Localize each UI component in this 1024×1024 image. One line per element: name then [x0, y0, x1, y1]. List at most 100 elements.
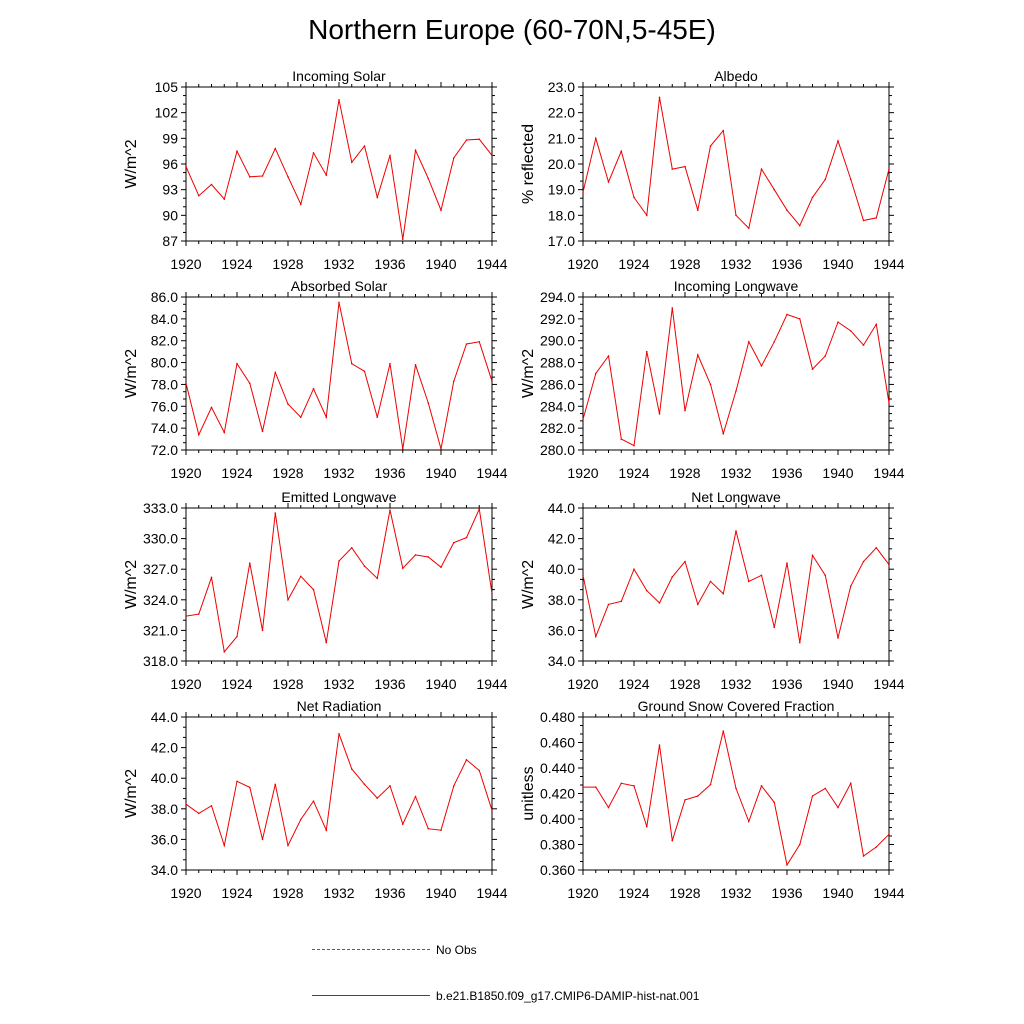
- panel-1-data-point: [491, 154, 493, 157]
- panel-5-xtick-label: 1928: [272, 676, 303, 692]
- panel-4-data-point: [824, 355, 827, 357]
- panel-4-data-point: [696, 354, 699, 356]
- panel-8-data-point: [696, 795, 699, 797]
- panel-6-data-point: [684, 560, 686, 563]
- panel-8-title: Ground Snow Covered Fraction: [638, 698, 835, 714]
- panel-5-data-point: [389, 509, 391, 511]
- panel-8-data-point: [862, 855, 865, 857]
- panel-5-data-point: [287, 599, 289, 601]
- panel-2-xtick-label: 1920: [567, 256, 598, 272]
- panel-1-data-point: [185, 165, 187, 168]
- panel-5-ytick-label: 318.0: [143, 653, 178, 669]
- panel-6-data-point: [888, 563, 890, 566]
- panel-3-data-point: [376, 416, 379, 419]
- panel-1-data-point: [478, 138, 481, 140]
- panel-8-ytick-label: 0.480: [540, 709, 575, 725]
- panel-7-xtick-label: 1932: [323, 885, 354, 901]
- panel-6-data-point: [798, 641, 801, 644]
- panel-6-data-point: [709, 580, 712, 583]
- panel-7-data-point: [376, 797, 379, 799]
- panel-5-ylabel: W/m^2: [123, 560, 140, 609]
- panel-8-ytick-label: 0.360: [540, 862, 575, 878]
- panel-7-data-point: [440, 829, 442, 832]
- panel-7-data-point: [287, 844, 289, 847]
- panel-6-xtick-label: 1920: [567, 676, 598, 692]
- panel-7-data-point: [363, 783, 366, 786]
- panel-2-data-point: [824, 178, 827, 181]
- panel-3-xtick-label: 1932: [323, 465, 354, 481]
- panel-5-data-point: [185, 615, 187, 617]
- panel-4-data-point: [747, 341, 750, 343]
- panel-7-data-point: [491, 809, 493, 812]
- panel-1-data-point: [363, 145, 366, 147]
- panel-4-title: Incoming Longwave: [674, 278, 799, 294]
- panel-1-data-point: [197, 194, 200, 197]
- panel-6-ytick-label: 44.0: [548, 500, 575, 516]
- panel-4-data-point: [594, 372, 597, 375]
- panel-3-data-point: [491, 380, 493, 382]
- panel-1-ytick-label: 102: [155, 105, 179, 121]
- panel-2-series-line: [582, 97, 890, 230]
- panel-2-data-point: [709, 145, 712, 147]
- panel-2-ytick-label: 17.0: [548, 233, 575, 249]
- panel-3-ytick-label: 80.0: [151, 355, 178, 371]
- panel-8-data-point: [786, 864, 788, 866]
- panel-2-ytick-label: 22.0: [548, 105, 575, 121]
- panel-2-ylabel: % reflected: [520, 124, 537, 204]
- panel-7-data-point: [299, 818, 302, 821]
- panel-6-data-point: [671, 576, 674, 578]
- panel-7-ytick-label: 40.0: [151, 770, 178, 786]
- panel-8-ytick-label: 0.420: [540, 786, 575, 802]
- panel-7-xtick-label: 1940: [425, 885, 456, 901]
- panel-5-data-point: [299, 575, 302, 578]
- panel-4-ytick-label: 288.0: [540, 355, 575, 371]
- panel-4-ytick-label: 284.0: [540, 398, 575, 414]
- panel-3-ytick-label: 86.0: [151, 289, 178, 305]
- panel-1-data-point: [389, 154, 391, 157]
- panel-6-series-line: [582, 530, 890, 643]
- panel-3-ytick-label: 82.0: [151, 333, 178, 349]
- panel-4-ytick-label: 280.0: [540, 442, 575, 458]
- panel-7-ytick-label: 38.0: [151, 801, 178, 817]
- panel-4-xtick-label: 1940: [822, 465, 853, 481]
- panel-2-data-point: [875, 217, 878, 219]
- panel-6-data-point: [594, 635, 597, 638]
- panel-2-data-point: [849, 178, 852, 181]
- panel-2-xtick-label: 1928: [669, 256, 700, 272]
- panel-2-data-point: [888, 168, 890, 170]
- panel-7-data-point: [248, 786, 251, 789]
- panel-5-data-point: [452, 541, 455, 544]
- panel-6-data-point: [747, 580, 750, 583]
- panel-3-data-point: [236, 362, 238, 365]
- panel-2-data-point: [862, 219, 865, 222]
- panel-5-data-point: [376, 577, 379, 580]
- panel-8-xtick-label: 1932: [720, 885, 751, 901]
- panel-4-ytick-label: 292.0: [540, 311, 575, 327]
- panel-7-data-point: [427, 827, 430, 830]
- panel-7-data-point: [465, 759, 468, 761]
- panel-8-series-line: [583, 730, 890, 867]
- panel-6-data-point: [811, 554, 814, 557]
- panel-8-xtick-label: 1944: [873, 885, 904, 901]
- panel-8-ylabel: unitless: [520, 766, 537, 820]
- panel-3-data-point: [338, 301, 340, 304]
- panel-4-data-point: [760, 365, 763, 367]
- panel-7-data-point: [389, 785, 391, 787]
- panel-4-data-point: [607, 355, 610, 357]
- panel-3-data-point: [325, 416, 328, 419]
- panel-7-xtick-label: 1928: [272, 885, 303, 901]
- panel-5-xtick-label: 1920: [170, 676, 201, 692]
- panel-8-data-point: [773, 801, 776, 804]
- panel-5-data-point: [414, 554, 417, 556]
- panel-1-data-point: [350, 161, 353, 164]
- panel-8-data-point: [888, 833, 890, 836]
- panel-1-frame: [185, 86, 493, 242]
- panel-8-data-point: [709, 783, 712, 786]
- panel-1-data-point: [401, 238, 404, 241]
- panel-3-xtick-label: 1928: [272, 465, 303, 481]
- panel-2-data-point: [773, 188, 776, 191]
- panel-3-ytick-label: 72.0: [151, 442, 178, 458]
- panel-6-ytick-label: 36.0: [548, 622, 575, 638]
- panel-3-ytick-label: 74.0: [151, 420, 178, 436]
